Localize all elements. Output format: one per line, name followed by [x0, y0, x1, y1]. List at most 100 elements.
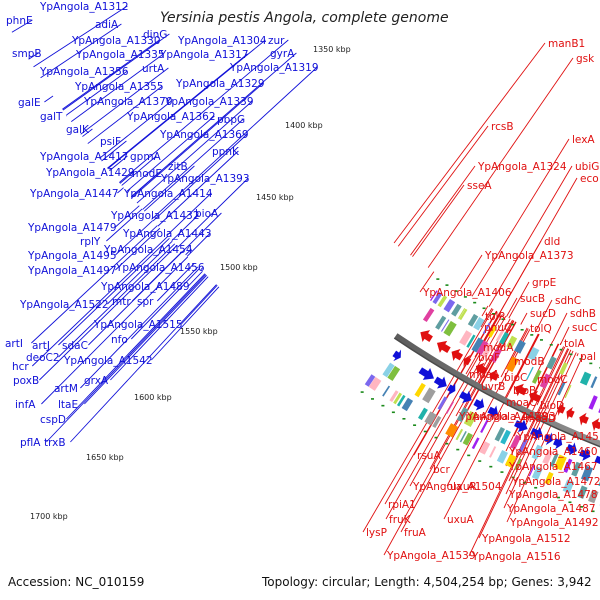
- gene-label-forward[interactable]: artI: [5, 338, 23, 350]
- gene-label-forward[interactable]: YpAngola_A1456: [115, 262, 205, 274]
- gene-label-reverse[interactable]: rpiA1: [388, 499, 416, 511]
- gene-label-reverse[interactable]: sucB: [520, 293, 545, 305]
- gene-label-reverse[interactable]: moaC: [506, 397, 536, 409]
- gene-label-forward[interactable]: YpAngola_A1362: [126, 111, 216, 123]
- gene-label-forward[interactable]: gyrA: [270, 48, 295, 60]
- gene-label-reverse[interactable]: fruK: [389, 514, 412, 526]
- gene-label-forward[interactable]: YpAngola_A1393: [160, 173, 250, 185]
- gene-label-forward[interactable]: YpAngola_A1429: [45, 167, 135, 179]
- gene-label-reverse[interactable]: YpAngola_A1458: [458, 411, 548, 423]
- gene-label-reverse[interactable]: YpAngola_A1512: [481, 533, 571, 545]
- gene-label-forward[interactable]: YpAngola_A1497: [27, 265, 117, 277]
- gene-label-forward[interactable]: zur: [268, 35, 285, 47]
- gene-label-forward[interactable]: artJ: [32, 340, 50, 352]
- gene-label-reverse[interactable]: lexA: [572, 134, 595, 146]
- gene-label-reverse[interactable]: moaA: [469, 369, 500, 381]
- gene-label-forward[interactable]: YpAngola_A1312: [39, 1, 129, 13]
- gene-label-reverse[interactable]: tolA: [564, 338, 585, 350]
- gene-label-forward[interactable]: grxA: [84, 375, 109, 387]
- gene-label-forward[interactable]: YpAngola_A1432: [110, 210, 200, 222]
- gene-label-forward[interactable]: YpAngola_A1317: [159, 49, 249, 61]
- gene-label-forward[interactable]: zitB: [168, 161, 188, 173]
- gene-label-forward[interactable]: adiA: [95, 19, 119, 31]
- gene-label-forward[interactable]: deoC2: [26, 352, 60, 364]
- gene-label-reverse[interactable]: YpAngola_A1478: [508, 489, 598, 501]
- gene-label-forward[interactable]: pflA: [20, 437, 41, 449]
- gene-label-forward[interactable]: YpAngola_A1489: [100, 281, 190, 293]
- gene-label-reverse[interactable]: YpAngola_A1451: [516, 431, 600, 443]
- gene-label-forward[interactable]: artM: [54, 383, 78, 395]
- gene-label-reverse[interactable]: bioF: [478, 352, 500, 364]
- gene-label-reverse[interactable]: lysP: [366, 527, 387, 539]
- gene-label-reverse[interactable]: sucC: [572, 322, 597, 334]
- gene-label-forward[interactable]: YpAngola_A1414: [123, 188, 213, 200]
- gene-label-forward[interactable]: YpAngola_A1454: [103, 244, 193, 256]
- gene-label-reverse[interactable]: rsuA: [417, 450, 441, 462]
- gene-label-reverse[interactable]: modC: [537, 374, 568, 386]
- gene-label-forward[interactable]: galE: [18, 97, 41, 109]
- gene-label-forward[interactable]: YpAngola_A1329: [175, 78, 265, 90]
- gene-label-forward[interactable]: YpAngola_A1447: [29, 188, 119, 200]
- gene-label-forward[interactable]: infA: [15, 399, 36, 411]
- gene-label-reverse[interactable]: YpAngola_A1487: [506, 503, 596, 515]
- gene-label-forward[interactable]: YpAngola_A1542: [63, 355, 153, 367]
- gene-label-forward[interactable]: ltaE: [58, 399, 78, 411]
- gene-label-forward[interactable]: gpmA: [130, 151, 162, 163]
- gene-label-forward[interactable]: YpAngola_A1339: [164, 96, 254, 108]
- gene-label-reverse[interactable]: uxuR: [450, 481, 477, 493]
- gene-label-reverse[interactable]: YpAngola_A1493: [466, 411, 556, 423]
- gene-label-forward[interactable]: galT: [40, 111, 63, 123]
- gene-label-forward[interactable]: YpAngola_A1355: [74, 81, 164, 93]
- gene-label-reverse[interactable]: YpAngola_A1373: [484, 250, 574, 262]
- gene-label-reverse[interactable]: YpAngola_A1324: [477, 161, 567, 173]
- gene-label-forward[interactable]: YpAngola_A1417: [39, 151, 129, 163]
- gene-label-reverse[interactable]: tolQ: [530, 323, 552, 335]
- gene-label-forward[interactable]: trxB: [44, 437, 66, 449]
- gene-label-reverse[interactable]: YpAngola_A1406: [422, 287, 512, 299]
- gene-label-forward[interactable]: YpAngola_A1356: [39, 66, 129, 78]
- gene-label-reverse[interactable]: sdhB: [570, 308, 596, 320]
- gene-label-reverse[interactable]: sdhC: [555, 295, 581, 307]
- gene-label-reverse[interactable]: modB: [514, 356, 545, 368]
- gene-label-forward[interactable]: mtr: [112, 296, 131, 308]
- gene-label-forward[interactable]: YpAngola_A1330: [71, 35, 161, 47]
- gene-label-reverse[interactable]: rcsB: [491, 121, 514, 133]
- gene-label-forward[interactable]: cspD: [40, 414, 66, 426]
- gene-label-reverse[interactable]: bioC: [504, 372, 527, 384]
- gene-label-reverse[interactable]: bioB: [513, 385, 536, 397]
- gene-label-forward[interactable]: rplY: [80, 236, 101, 248]
- gene-label-forward[interactable]: sdaC: [62, 340, 88, 352]
- gene-label-reverse[interactable]: YpAngola_A1504: [412, 481, 502, 493]
- gene-label-forward[interactable]: dinG: [143, 29, 167, 41]
- gene-label-forward[interactable]: YpAngola_A1479: [27, 222, 117, 234]
- gene-label-forward[interactable]: psiF: [100, 136, 121, 148]
- gene-label-forward[interactable]: phnE: [6, 15, 33, 27]
- gene-label-reverse[interactable]: uvrB: [481, 381, 505, 393]
- gene-label-reverse[interactable]: fruA: [404, 527, 427, 539]
- gene-label-forward[interactable]: ppnK: [212, 146, 240, 158]
- gene-label-forward[interactable]: bioA: [195, 208, 219, 220]
- gene-label-forward[interactable]: smpB: [12, 48, 42, 60]
- gene-label-reverse[interactable]: ubiG: [575, 161, 599, 173]
- gene-label-reverse[interactable]: uxuA: [447, 514, 475, 526]
- gene-label-forward[interactable]: poxB: [13, 375, 39, 387]
- gene-label-reverse[interactable]: YpAngola_A1539: [386, 550, 476, 562]
- gene-label-reverse[interactable]: bcr: [433, 464, 450, 476]
- gene-label-reverse[interactable]: bioD: [540, 400, 564, 412]
- gene-label-reverse[interactable]: YpAngola_A1492: [509, 517, 599, 529]
- gene-label-reverse[interactable]: YpAngola_A1460: [508, 446, 598, 458]
- gene-label-forward[interactable]: spr: [137, 296, 154, 308]
- gene-label-forward[interactable]: YpAngola_A1522: [19, 299, 109, 311]
- gene-label-forward[interactable]: modE: [132, 168, 162, 180]
- gene-label-forward[interactable]: nfo: [111, 334, 128, 346]
- gene-label-reverse[interactable]: YpAngola_A1467: [508, 461, 598, 473]
- gene-label-reverse[interactable]: dld: [544, 236, 560, 248]
- gene-label-forward[interactable]: pbpG: [217, 114, 245, 126]
- gene-label-forward[interactable]: YpAngola_A1335: [75, 49, 165, 61]
- gene-label-reverse[interactable]: tolR: [485, 311, 506, 323]
- gene-label-forward[interactable]: urtA: [142, 63, 165, 75]
- gene-label-forward[interactable]: galK: [66, 124, 90, 136]
- gene-label-forward[interactable]: YpAngola_A1370: [83, 96, 173, 108]
- gene-label-reverse[interactable]: gsk: [576, 53, 595, 65]
- gene-label-forward[interactable]: YpAngola_A1304: [177, 35, 267, 47]
